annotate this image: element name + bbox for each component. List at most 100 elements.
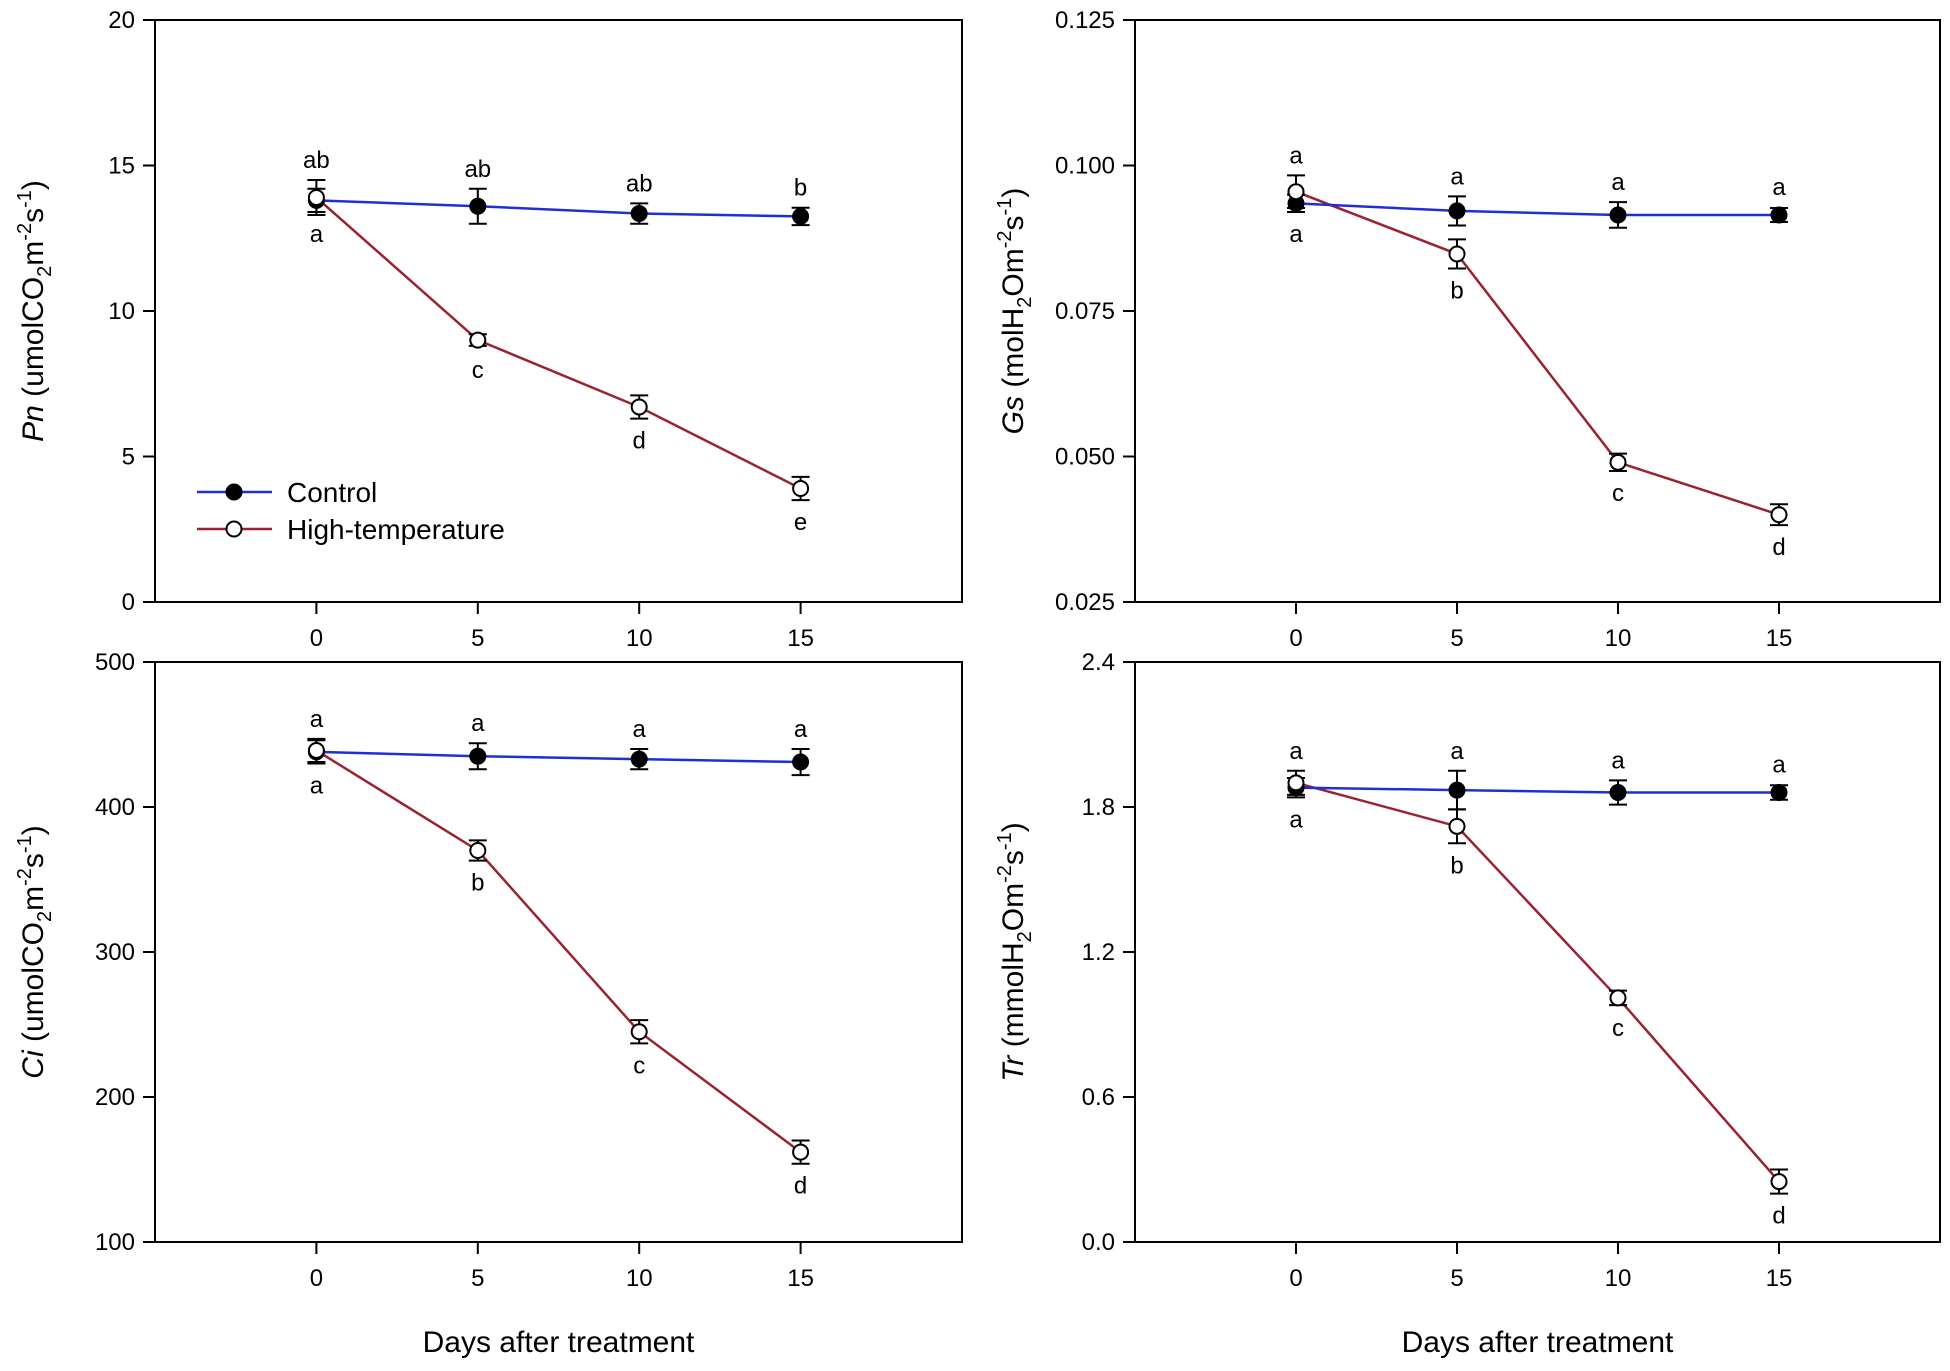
y-axis-symbol: Gs: [997, 396, 1030, 434]
data-point-high-temperature: [1287, 183, 1305, 201]
x-tick-label: 15: [787, 1265, 814, 1292]
y-axis-title-part: Om: [997, 883, 1030, 931]
data-point-control: [1770, 206, 1788, 224]
significance-label: b: [1450, 852, 1463, 879]
y-tick-label: 0.100: [1055, 153, 1115, 180]
data-point-control: [1448, 781, 1466, 799]
x-tick-label: 10: [626, 625, 653, 652]
x-tick-label: 5: [1450, 625, 1463, 652]
y-axis-title-part: -1: [994, 198, 1016, 216]
y-axis-title-part: 2: [34, 266, 56, 277]
y-tick-label: 1.8: [1082, 794, 1115, 821]
y-axis-title-part: (umolCO: [17, 277, 50, 405]
significance-label: a: [310, 706, 324, 733]
y-axis-title-part: s: [17, 208, 50, 223]
x-tick-label: 0: [1289, 625, 1302, 652]
y-axis-title-part: m: [17, 886, 50, 911]
significance-label: ab: [626, 170, 653, 197]
significance-label: a: [310, 773, 324, 800]
plot-frame: [154, 19, 963, 603]
y-tick-label: 400: [95, 794, 135, 821]
y-tick-label: 0.6: [1082, 1084, 1115, 1111]
data-point-control: [1609, 784, 1627, 801]
y-axis-title: Tr (mmolH2Om-2s-1): [994, 822, 1036, 1081]
significance-label: d: [794, 1173, 807, 1200]
x-tick-label: 0: [1289, 1265, 1302, 1292]
y-axis-title-part: -2: [994, 865, 1016, 883]
chart-panel-gs: 0.025 0.050 0.075 0.100 0.125 0 5 10 15 Gs (molH2…: [994, 7, 1941, 652]
significance-label: d: [1772, 534, 1785, 561]
y-tick-label: 10: [108, 298, 135, 325]
data-point-high-temperature: [792, 1143, 810, 1161]
y-tick-label: 2.4: [1082, 649, 1115, 676]
y-axis-title-part: 2: [1014, 297, 1036, 308]
significance-label: c: [1612, 480, 1624, 507]
data-point-control: [630, 750, 648, 768]
data-point-high-temperature: [630, 398, 648, 416]
y-tick-label: 200: [95, 1084, 135, 1111]
data-point-high-temperature: [1609, 989, 1627, 1007]
data-point-high-temperature: [307, 741, 325, 759]
x-axis-title: Days after treatment: [1402, 1326, 1674, 1359]
data-point-control: [1609, 206, 1627, 224]
significance-label: a: [1289, 738, 1303, 765]
significance-label: d: [1772, 1203, 1785, 1230]
data-point-control: [469, 747, 487, 765]
chart-panel-ci: 100 200 300 400 500 0 5 10 15 Ci (umolCO2m-2s-1) D…: [14, 649, 963, 1359]
significance-label: ab: [303, 147, 330, 174]
y-tick-label: 15: [108, 153, 135, 180]
y-tick-label: 0.0: [1082, 1229, 1115, 1256]
x-tick-label: 15: [787, 625, 814, 652]
significance-label: b: [1450, 278, 1463, 305]
y-tick-label: 20: [108, 7, 135, 34]
significance-label: a: [1450, 738, 1464, 765]
series-line-high-temperature: [1295, 190, 1780, 516]
y-axis-title-part: ): [997, 822, 1030, 832]
y-axis-title: Pn (umolCO2m-2s-1): [14, 180, 56, 442]
x-tick-label: 5: [471, 625, 484, 652]
significance-label: a: [633, 716, 647, 743]
significance-label: a: [471, 710, 485, 737]
x-tick-label: 0: [310, 625, 323, 652]
y-axis-title: Gs (molH2Om-2s-1): [994, 188, 1036, 435]
data-point-control: [469, 197, 487, 215]
significance-label: a: [794, 716, 808, 743]
legend-label: High-temperature: [287, 514, 505, 545]
x-tick-label: 5: [471, 1265, 484, 1292]
data-point-high-temperature: [630, 1023, 648, 1041]
y-axis-title-part: ): [17, 825, 50, 835]
significance-label: a: [1611, 747, 1625, 774]
legend-label: Control: [287, 477, 377, 508]
y-axis-symbol: Tr: [997, 1055, 1030, 1082]
data-point-control: [792, 753, 810, 771]
significance-label: d: [633, 428, 646, 455]
x-axis-title: Days after treatment: [423, 1326, 695, 1359]
significance-label: a: [1611, 169, 1625, 196]
y-tick-label: 0: [122, 589, 135, 616]
significance-label: b: [794, 175, 807, 202]
significance-label: a: [1289, 221, 1303, 248]
series-line-high-temperature: [315, 749, 802, 1154]
x-tick-label: 15: [1766, 1265, 1793, 1292]
legend-marker: [225, 483, 243, 501]
significance-label: a: [1289, 806, 1303, 833]
chart-panel-tr: 0.0 0.6 1.2 1.8 2.4 0 5 10 15 Tr (mmolH2Om-2s-1) D…: [994, 649, 1941, 1359]
y-tick-label: 0.050: [1055, 444, 1115, 471]
y-tick-label: 300: [95, 939, 135, 966]
significance-label: a: [1450, 163, 1464, 190]
y-axis-title-part: -1: [14, 190, 36, 208]
y-axis-title-part: -1: [994, 832, 1016, 850]
y-axis-title-part: 2: [1014, 931, 1036, 942]
y-tick-label: 0.075: [1055, 298, 1115, 325]
data-point-high-temperature: [1770, 506, 1788, 524]
data-point-high-temperature: [469, 331, 487, 349]
series-line-high-temperature: [315, 196, 802, 490]
significance-label: a: [1772, 174, 1786, 201]
series-line-control: [316, 199, 801, 218]
data-point-high-temperature: [1448, 817, 1466, 835]
y-tick-label: 5: [122, 444, 135, 471]
y-axis-title-part: Om: [997, 248, 1030, 296]
data-point-high-temperature: [1287, 774, 1305, 792]
data-point-high-temperature: [469, 842, 487, 859]
